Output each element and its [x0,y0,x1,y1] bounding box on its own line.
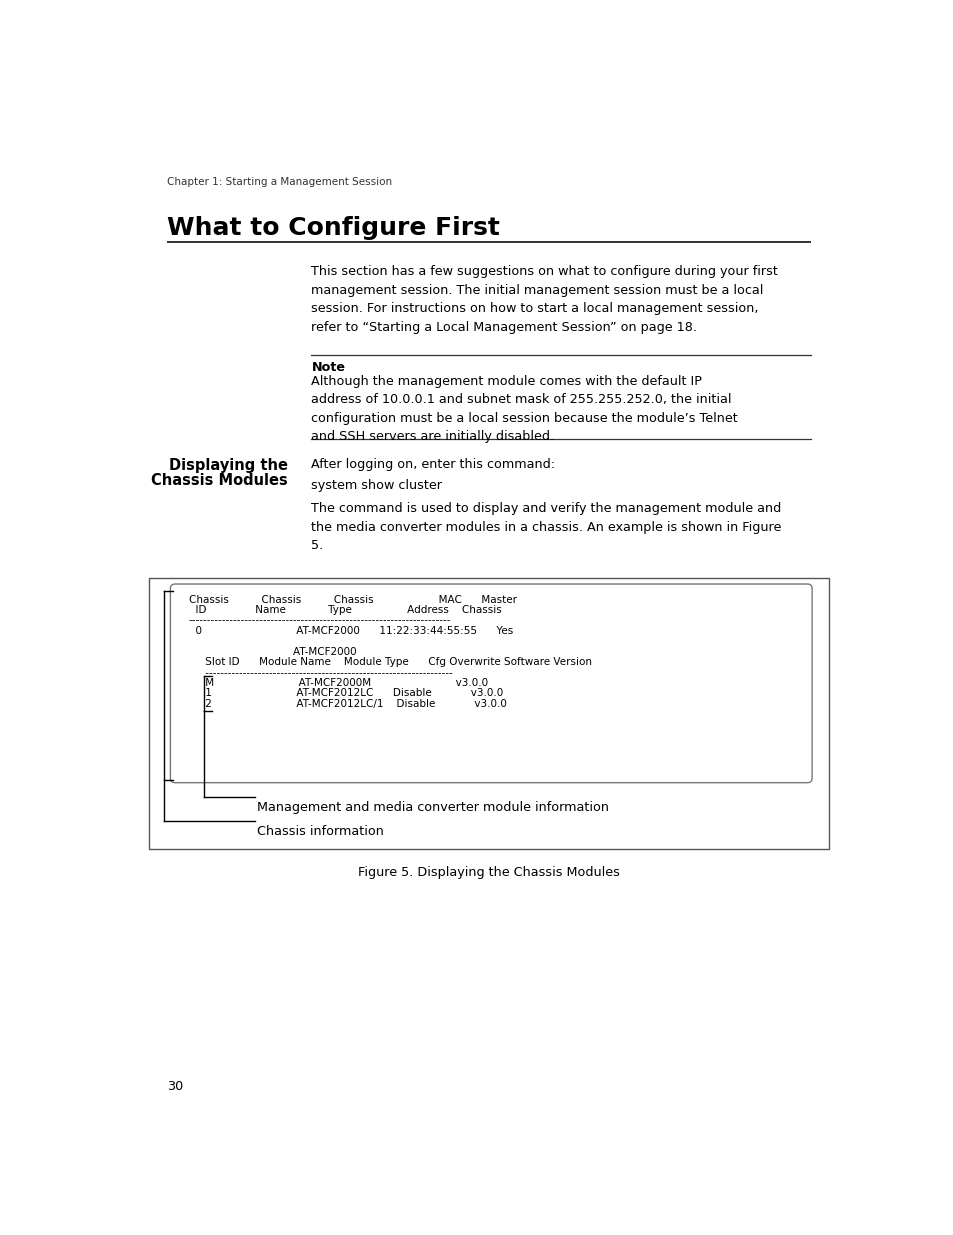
Text: Note: Note [311,361,345,374]
Text: 2                          AT-MCF2012LC/1    Disable            v3.0.0: 2 AT-MCF2012LC/1 Disable v3.0.0 [189,699,506,709]
Text: AT-MCF2000: AT-MCF2000 [189,647,356,657]
Text: Slot ID      Module Name    Module Type      Cfg Overwrite Software Version: Slot ID Module Name Module Type Cfg Over… [189,657,592,667]
Text: system show cluster: system show cluster [311,479,442,493]
Text: Chassis information: Chassis information [257,825,384,839]
Text: This section has a few suggestions on what to configure during your first
manage: This section has a few suggestions on wh… [311,266,778,333]
Text: The command is used to display and verify the management module and
the media co: The command is used to display and verif… [311,503,781,552]
Text: After logging on, enter this command:: After logging on, enter this command: [311,458,555,471]
Text: Chapter 1: Starting a Management Session: Chapter 1: Starting a Management Session [167,178,392,188]
Text: Figure 5. Displaying the Chassis Modules: Figure 5. Displaying the Chassis Modules [357,866,619,879]
FancyBboxPatch shape [171,584,811,783]
Text: Chassis Modules: Chassis Modules [152,473,288,488]
Text: Management and media converter module information: Management and media converter module in… [257,802,609,814]
Text: 30: 30 [167,1079,183,1093]
Text: ------------------------------------------------------------------: ----------------------------------------… [189,668,453,678]
Text: ----------------------------------------------------------------------: ----------------------------------------… [189,615,451,626]
Text: Displaying the: Displaying the [169,458,288,473]
Text: Chassis          Chassis          Chassis                    MAC      Master: Chassis Chassis Chassis MAC Master [189,595,517,605]
Text: ID               Name             Type                 Address    Chassis: ID Name Type Address Chassis [189,605,501,615]
Text: 0                             AT-MCF2000      11:22:33:44:55:55      Yes: 0 AT-MCF2000 11:22:33:44:55:55 Yes [189,626,513,636]
Text: What to Configure First: What to Configure First [167,216,499,240]
Text: 1                          AT-MCF2012LC      Disable            v3.0.0: 1 AT-MCF2012LC Disable v3.0.0 [189,688,503,698]
Bar [149,578,828,848]
Text: Although the management module comes with the default IP
address of 10.0.0.1 and: Although the management module comes wit… [311,374,738,443]
Text: M                          AT-MCF2000M                          v3.0.0: M AT-MCF2000M v3.0.0 [189,678,488,688]
